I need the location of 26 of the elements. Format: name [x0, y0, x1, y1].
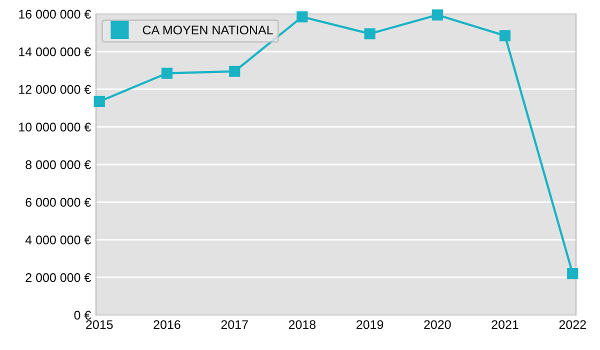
y-tick-label: 8 000 000 € [26, 160, 91, 170]
y-tick-label: 10 000 000 € [19, 122, 91, 132]
point [296, 11, 308, 22]
y-tick-label: 14 000 000 € [19, 47, 91, 56]
point [364, 28, 376, 40]
point [161, 68, 173, 79]
point [567, 268, 578, 280]
x-tick-label: 2021 [492, 320, 518, 330]
legend-label: CA MOYEN NATIONAL [142, 26, 273, 34]
point [229, 66, 240, 77]
y-tick-label: 16 000 000 € [19, 10, 91, 19]
point [94, 96, 105, 108]
y-tick-label: 4 000 000 € [25, 236, 91, 244]
x-tick-label: 2022 [559, 320, 586, 330]
point [432, 9, 443, 20]
x-tick-label: 2015 [86, 320, 113, 330]
y-tick-label: 6 000 000 € [26, 198, 91, 207]
x-tick-label: 2017 [221, 320, 248, 330]
y-tick-label: 0 € [74, 310, 91, 320]
x-tick-label: 2018 [288, 320, 316, 330]
y-tick-label: 12 000 000 € [19, 85, 91, 94]
x-tick-label: 2019 [356, 320, 384, 330]
x-tick-label: 2020 [424, 320, 451, 330]
y-tick-label: 2 000 000 € [26, 273, 91, 282]
x-tick-label: 2016 [154, 320, 180, 330]
point [499, 30, 511, 42]
